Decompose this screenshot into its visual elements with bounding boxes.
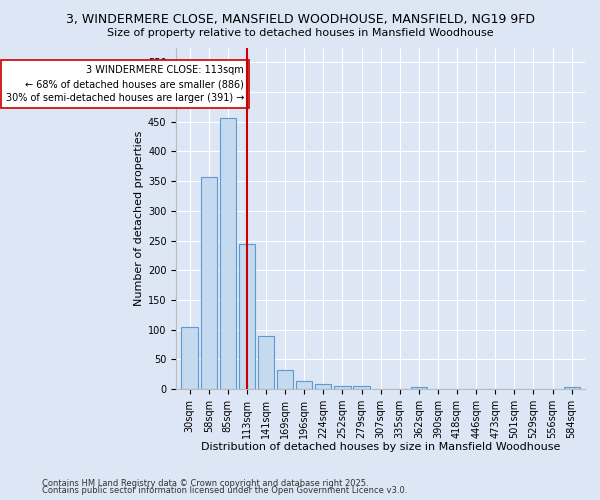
Bar <box>239 244 255 389</box>
Bar <box>334 386 350 389</box>
Bar <box>563 386 580 389</box>
Bar <box>411 386 427 389</box>
X-axis label: Distribution of detached houses by size in Mansfield Woodhouse: Distribution of detached houses by size … <box>201 442 560 452</box>
Text: 3, WINDERMERE CLOSE, MANSFIELD WOODHOUSE, MANSFIELD, NG19 9FD: 3, WINDERMERE CLOSE, MANSFIELD WOODHOUSE… <box>65 12 535 26</box>
Text: Contains public sector information licensed under the Open Government Licence v3: Contains public sector information licen… <box>42 486 407 495</box>
Text: Size of property relative to detached houses in Mansfield Woodhouse: Size of property relative to detached ho… <box>107 28 493 38</box>
Bar <box>277 370 293 389</box>
Y-axis label: Number of detached properties: Number of detached properties <box>134 130 144 306</box>
Bar <box>353 386 370 389</box>
Text: 3 WINDERMERE CLOSE: 113sqm
← 68% of detached houses are smaller (886)
30% of sem: 3 WINDERMERE CLOSE: 113sqm ← 68% of deta… <box>5 66 244 104</box>
Bar <box>181 326 198 389</box>
Bar <box>200 177 217 389</box>
Text: Contains HM Land Registry data © Crown copyright and database right 2025.: Contains HM Land Registry data © Crown c… <box>42 478 368 488</box>
Bar <box>220 118 236 389</box>
Bar <box>258 336 274 389</box>
Bar <box>315 384 331 389</box>
Bar <box>296 382 313 389</box>
